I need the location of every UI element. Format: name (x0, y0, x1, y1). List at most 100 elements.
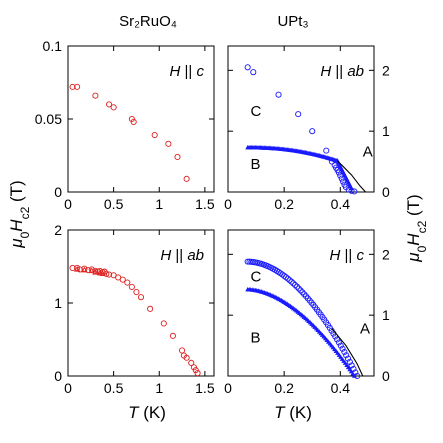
data-point (128, 283, 135, 290)
x-axis-label-right: T (K) (274, 403, 312, 422)
x-tick-label: 0.5 (104, 196, 124, 212)
data-point (188, 359, 195, 366)
data-point (69, 264, 76, 272)
data-point (309, 128, 316, 135)
data-point (169, 332, 176, 339)
y-tick-label: 1 (382, 123, 390, 139)
y-tick-label: 0.05 (35, 111, 62, 127)
data-point (244, 64, 251, 71)
data-point (250, 69, 257, 76)
data-point (160, 320, 167, 327)
panel-frame (227, 229, 375, 377)
x-tick-label: 0.2 (274, 380, 294, 396)
data-point (194, 370, 201, 377)
data-point (147, 305, 154, 312)
data-point (299, 289, 306, 296)
data-point-triangle (81, 266, 88, 273)
data-point (88, 266, 95, 273)
y-tick-label: 2 (382, 62, 390, 78)
x-tick-label: 1 (155, 380, 163, 396)
field-direction-label: H || c (170, 63, 205, 80)
data-point (344, 355, 352, 362)
data-point (284, 275, 291, 282)
x-tick-label: 1.5 (195, 196, 215, 212)
phase-label-A: A (360, 320, 370, 337)
x-tick-label: 0.4 (331, 380, 351, 396)
phase-boundary-line (337, 160, 366, 193)
y-tick-label: 0.1 (43, 38, 63, 54)
x-axis-label-left: T (K) (128, 403, 166, 422)
data-point (288, 278, 295, 285)
data-point (295, 111, 302, 118)
data-point-triangle (92, 268, 99, 275)
y-tick-label: 2 (382, 246, 390, 262)
data-point (334, 336, 341, 343)
data-point (174, 153, 181, 161)
panel-Sr2RuO4-H-c: 0 0.5 1 1.5 0 0.05 0.1 H || c (35, 38, 215, 212)
panel-UPt3-H-c: 0 0.2 0.4 0 1 2 H || c C B A (224, 229, 390, 396)
x-tick-label: 0 (224, 380, 232, 396)
data-point-triangle (349, 185, 354, 191)
data-point-triangle (351, 373, 357, 378)
data-point (81, 265, 88, 272)
column-title-right: UPt₃ (277, 13, 308, 30)
field-direction-label: H || c (330, 247, 365, 264)
data-point (341, 348, 348, 356)
data-point (133, 288, 140, 296)
data-point (290, 280, 297, 287)
panel-frame (227, 45, 375, 193)
data-point (337, 342, 344, 349)
data-point (301, 291, 308, 298)
x-tick-label: 0.5 (104, 380, 124, 396)
data-point (339, 345, 346, 352)
data-point (124, 279, 131, 286)
data-point (183, 175, 190, 182)
data-point (350, 365, 357, 372)
x-tick-label: 0 (224, 196, 232, 212)
x-tick-label: 0.2 (274, 196, 294, 212)
data-point (286, 277, 293, 284)
data-point (165, 140, 172, 147)
y-tick-label: 0 (382, 368, 390, 384)
data-point (130, 118, 137, 125)
phase-label-B: B (250, 330, 260, 347)
x-tick-label: 1.5 (195, 380, 215, 396)
phase-label-C: C (250, 103, 261, 120)
data-point (335, 339, 342, 346)
y-tick-label: 0 (54, 184, 62, 200)
column-title-left: Sr₂RuO₄ (119, 13, 177, 30)
data-point (343, 352, 350, 359)
data-point (282, 274, 290, 281)
data-point (297, 287, 304, 294)
data-point (69, 83, 76, 90)
data-point (275, 91, 282, 98)
data-point (119, 276, 126, 283)
data-point (348, 362, 355, 369)
phase-label-B: B (250, 156, 260, 173)
data-point (351, 188, 358, 195)
phase-label-A: A (363, 144, 373, 161)
y-axis-label-left: μ0Hc2 (T) (7, 180, 32, 248)
y-axis-label-right: μ0Hc2 (T) (404, 194, 429, 262)
y-tick-label: 0 (382, 184, 390, 200)
x-tick-label: 0 (64, 380, 72, 396)
field-direction-label: H || ab (320, 63, 364, 80)
data-point (183, 354, 190, 361)
y-tick-label: 1 (54, 295, 62, 311)
data-point (76, 266, 83, 273)
data-point (179, 347, 186, 354)
phase-boundary-line (331, 328, 364, 377)
panel-UPt3-H-ab: 0 0.2 0.4 0 1 2 H || ab C B A (224, 45, 390, 212)
data-point (293, 283, 300, 290)
data-point (110, 104, 117, 111)
data-point (74, 83, 81, 90)
data-point (323, 147, 330, 154)
y-tick-label: 1 (382, 307, 390, 323)
data-point-triangle (73, 265, 81, 272)
y-tick-label: 0 (54, 368, 62, 384)
data-point (92, 92, 99, 99)
data-point (346, 358, 353, 365)
data-point-triangle (96, 269, 104, 276)
data-point-triangle (99, 270, 106, 277)
